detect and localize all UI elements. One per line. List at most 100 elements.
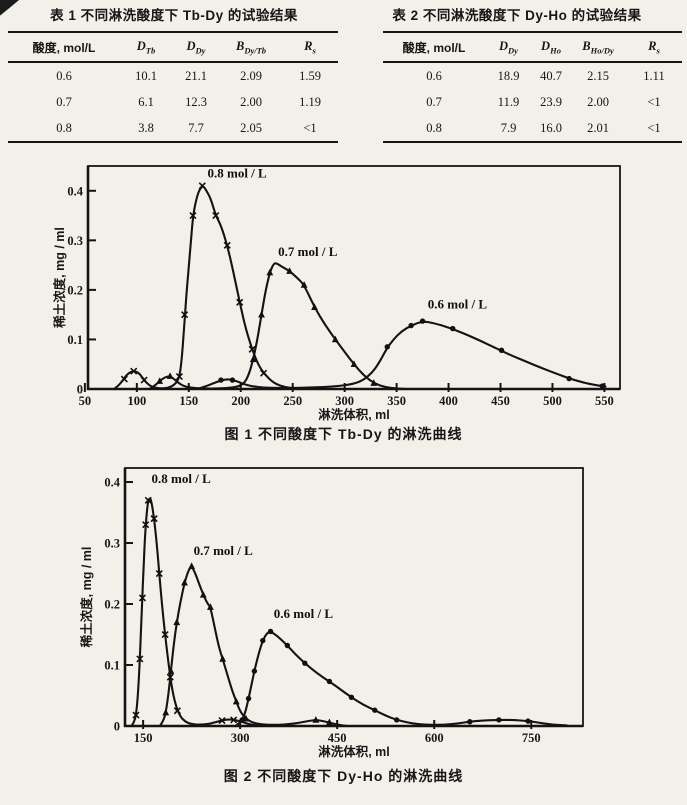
data-cell: 0.8	[426, 121, 442, 135]
y-tick-label: 0.3	[104, 537, 120, 551]
x-marker	[175, 373, 184, 381]
data-cell: 1.11	[643, 69, 665, 83]
circle-marker	[599, 383, 606, 389]
y-tick-label: 0.2	[104, 598, 120, 612]
triangle-marker	[370, 379, 378, 386]
circle-marker	[267, 628, 274, 635]
header-cell: Rs	[626, 32, 682, 63]
x-tick-label: 150	[179, 394, 198, 408]
circle-marker	[284, 642, 291, 649]
figure1-chart: 0 0.1 0.2 0.3 0.4 50 100 150 200 250 300 350 400 450 5…	[52, 165, 621, 422]
x-marker	[138, 594, 147, 602]
x-tick-label: 200	[231, 394, 250, 408]
data-cell: 12.3	[185, 95, 207, 109]
x-tick-label: 400	[439, 394, 458, 408]
curve-label: 0.6 mol / L	[274, 606, 334, 621]
data-cell: 0.8	[56, 121, 72, 135]
plot-box	[124, 467, 584, 727]
table-row: 0.8 3.8 7.7 2.05 <1	[8, 115, 338, 142]
series-curve	[130, 497, 262, 728]
x-tick-label: 250	[283, 394, 302, 408]
data-cell: 21.1	[185, 69, 207, 83]
y-tick-label: 0.1	[67, 333, 83, 347]
header-cell: 酸度, mol/L	[8, 32, 120, 63]
x-tick-label: 600	[425, 731, 444, 745]
data-cell: 7.7	[188, 121, 204, 135]
series-curve	[148, 262, 409, 391]
data-cell: 0.7	[56, 95, 72, 109]
circle-marker	[419, 318, 426, 324]
data-cell: 18.9	[497, 69, 520, 83]
plot-box	[87, 165, 621, 390]
x-tick-label: 300	[335, 394, 354, 408]
curve-label: 0.8 mol / L	[207, 165, 267, 180]
x-marker	[198, 182, 206, 190]
triangle-marker	[166, 372, 174, 379]
x-tick-label: 150	[134, 731, 153, 745]
table-row: 0.8 7.9 16.0 2.01 <1	[383, 115, 682, 142]
x-marker	[120, 375, 128, 383]
x-marker	[189, 211, 197, 220]
data-cell: <1	[647, 95, 661, 109]
series-curve	[158, 566, 348, 728]
data-cell: 11.9	[497, 95, 520, 109]
table1-section: 表 1 不同淋洗酸度下 Tb-Dy 的试验结果 酸度, mol/L DTb DD…	[8, 6, 340, 143]
curve-label: 0.7 mol / L	[194, 543, 254, 558]
data-cell: 0.7	[426, 95, 442, 109]
x-marker	[155, 569, 163, 578]
triangle-marker	[173, 618, 181, 626]
table1-header-row: 酸度, mol/L DTb DDy BDy/Tb Rs	[8, 32, 338, 63]
x-tick-label: 50	[79, 394, 92, 408]
triangle-marker	[156, 377, 164, 384]
data-cell: 2.15	[587, 69, 609, 83]
x-marker	[136, 655, 144, 663]
triangle-marker	[167, 667, 175, 674]
triangle-marker	[311, 303, 318, 311]
data-cell: 10.1	[135, 69, 157, 83]
y-axis-label: 稀土浓度, mg / ml	[79, 547, 94, 648]
circle-marker	[408, 322, 414, 329]
y-tick-label: 0.2	[67, 283, 83, 297]
data-cell: 2.09	[240, 69, 262, 83]
x-marker	[144, 496, 152, 504]
table-row: 0.6 18.9 40.7 2.15 1.11	[383, 62, 682, 89]
triangle-marker	[286, 267, 293, 274]
y-tick-label: 0.1	[104, 659, 120, 673]
x-marker	[230, 716, 238, 724]
triangle-marker	[162, 708, 170, 716]
x-marker	[150, 515, 158, 523]
data-cell: 40.7	[540, 69, 562, 83]
figure2-caption: 图 2 不同酸度下 Dy-Ho 的淋洗曲线	[223, 768, 464, 784]
x-marker	[161, 630, 169, 639]
series-curve	[234, 631, 568, 728]
circle-marker	[372, 707, 378, 713]
x-marker	[181, 311, 189, 319]
header-cell: Rs	[282, 32, 338, 63]
y-tick-label: 0	[114, 720, 120, 734]
x-marker	[218, 716, 226, 725]
x-tick-label: 300	[231, 731, 250, 745]
data-cell: 2.00	[587, 95, 609, 109]
data-cell: 3.8	[138, 121, 154, 135]
triangle-marker	[312, 716, 320, 723]
x-marker	[142, 521, 150, 529]
curve-label: 0.7 mol / L	[278, 244, 338, 259]
x-tick-label: 500	[543, 394, 562, 408]
data-cell: 16.0	[540, 121, 562, 135]
circle-marker	[566, 375, 572, 382]
y-tick-label: 0.3	[67, 234, 83, 248]
data-cell: 1.19	[299, 95, 321, 109]
x-marker	[212, 211, 220, 220]
y-tick-label: 0.4	[104, 476, 120, 490]
table-row: 0.7 6.1 12.3 2.00 1.19	[8, 89, 338, 115]
data-cell: 2.01	[587, 121, 609, 135]
circle-marker	[229, 377, 236, 383]
circle-marker	[260, 637, 266, 644]
circle-marker	[525, 718, 531, 724]
header-cell: DTb	[120, 32, 172, 63]
y-tick-label: 0.4	[67, 184, 83, 198]
curve-label: 0.6 mol / L	[428, 297, 488, 312]
triangle-marker	[300, 281, 308, 288]
triangle-marker	[199, 591, 207, 598]
